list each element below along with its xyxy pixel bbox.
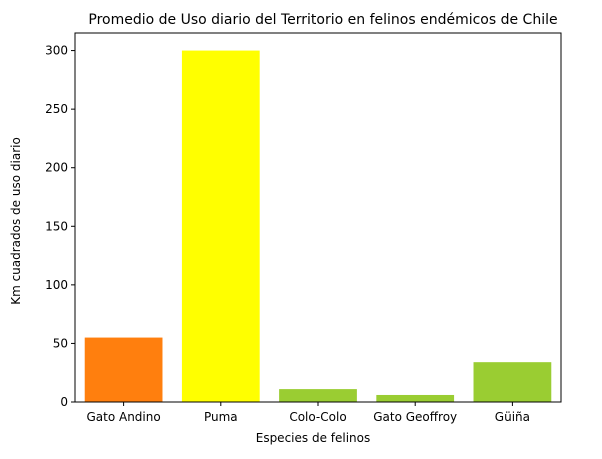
y-tick-label-2: 100 — [45, 278, 68, 292]
bar-4 — [473, 362, 552, 402]
x-tick-label-3: Gato Geoffroy — [373, 410, 457, 424]
y-tick-label-0: 0 — [60, 395, 68, 409]
y-tick-label-1: 50 — [53, 336, 68, 350]
bar-0 — [84, 337, 163, 402]
x-tick-label-4: Güiña — [495, 410, 530, 424]
y-tick-label-5: 250 — [45, 102, 68, 116]
x-tick-label-0: Gato Andino — [86, 410, 160, 424]
y-tick-label-3: 150 — [45, 219, 68, 233]
y-axis-label: Km cuadrados de uso diario — [9, 137, 23, 305]
chart-title: Promedio de Uso diario del Territorio en… — [88, 12, 557, 28]
x-tick-label-2: Colo-Colo — [289, 410, 346, 424]
bar-2 — [279, 389, 357, 402]
y-tick-label-6: 300 — [45, 44, 68, 58]
bar-3 — [376, 394, 455, 402]
bar-1 — [181, 50, 260, 402]
x-axis-label: Especies de felinos — [256, 431, 371, 445]
x-tick-label-1: Puma — [204, 410, 238, 424]
plot-area: 0 50 100 150 200 250 300 Gato Andino Puma Colo-Co… — [45, 32, 562, 424]
y-tick-label-4: 200 — [45, 161, 68, 175]
